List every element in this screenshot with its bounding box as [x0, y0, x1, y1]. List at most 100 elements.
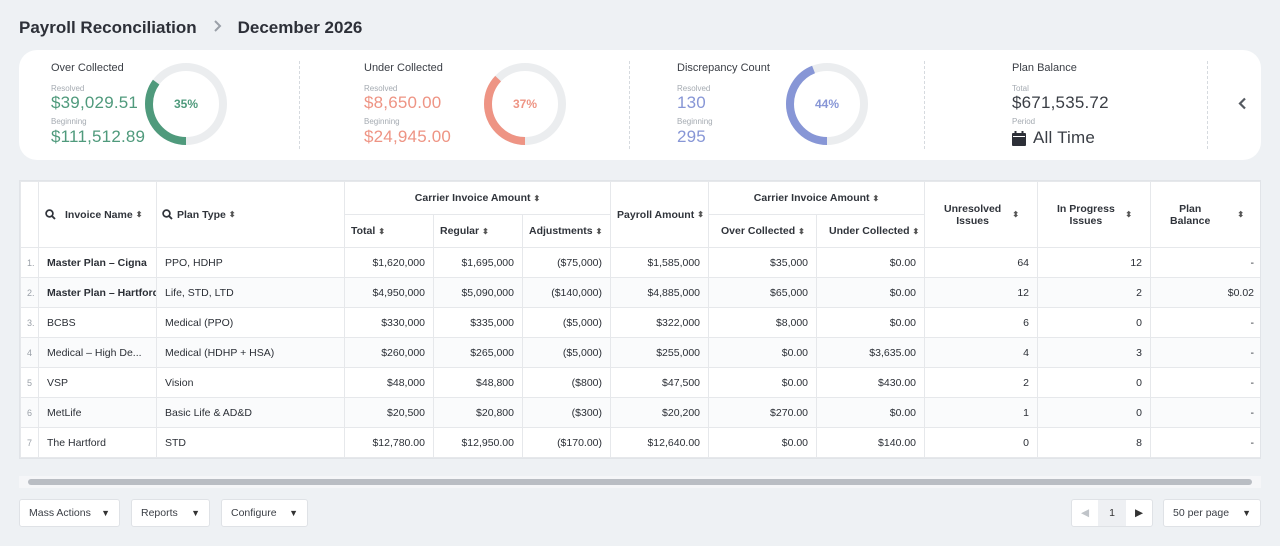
- column-header-regular[interactable]: Regular ⬍: [433, 214, 523, 248]
- search-icon[interactable]: [45, 209, 56, 220]
- cell-in-progress-issues: 3: [1037, 337, 1152, 368]
- kpi-over-collected[interactable]: Over Collected Resolved $39,029.51 Begin…: [51, 50, 291, 160]
- previous-page-icon[interactable]: ◀: [1080, 507, 1090, 519]
- column-header-invoice-name[interactable]: Invoice Name ⬍: [38, 181, 157, 248]
- per-page-select[interactable]: 50 per page ▼: [1163, 499, 1261, 527]
- table-row[interactable]: 4 Medical – High De... Medical (HDHP + HSA…: [20, 337, 1260, 368]
- cell-in-progress-issues: 12: [1037, 247, 1152, 278]
- column-header-index: [20, 181, 39, 248]
- cell-unresolved-issues: 6: [924, 307, 1039, 338]
- reconciliation-table: Invoice Name ⬍ Plan Type ⬍ Carr: [19, 180, 1261, 459]
- scrollbar-thumb[interactable]: [28, 479, 1252, 485]
- period-title: December 2026: [237, 18, 363, 37]
- column-group-carrier-invoice-amount[interactable]: Carrier Invoice Amount ⬍: [708, 181, 926, 215]
- cell-regular: $5,090,000: [433, 277, 523, 308]
- cell-invoice-name[interactable]: Master Plan – Cigna: [38, 247, 157, 278]
- divider: [1207, 61, 1208, 149]
- sort-icon[interactable]: ⬍: [135, 210, 143, 219]
- kpi-summary-card: Over Collected Resolved $39,029.51 Begin…: [19, 50, 1261, 160]
- divider: [299, 61, 300, 149]
- sort-icon[interactable]: ⬍: [1125, 210, 1133, 219]
- column-header-payroll-amount[interactable]: Payroll Amount ⬍: [610, 181, 710, 248]
- sort-icon[interactable]: ⬍: [482, 226, 489, 236]
- row-index: 7: [20, 427, 39, 458]
- divider: [924, 61, 925, 149]
- cell-invoice-name[interactable]: VSP: [38, 367, 157, 398]
- horizontal-scrollbar[interactable]: [19, 476, 1261, 488]
- kpi-resolved-value: $8,650.00: [364, 93, 442, 112]
- search-icon[interactable]: [162, 209, 173, 220]
- table-row[interactable]: 7 The Hartford STD $12,780.00 $12,950.00 ($17…: [20, 427, 1260, 458]
- cell-invoice-name[interactable]: The Hartford: [38, 427, 157, 458]
- sort-icon[interactable]: ⬍: [697, 210, 704, 219]
- row-index: 3.: [20, 307, 39, 338]
- page-number[interactable]: 1: [1098, 500, 1126, 526]
- column-header-under-collected[interactable]: Under Collected ⬍: [816, 214, 926, 248]
- kpi-plan-balance[interactable]: Plan Balance Total $671,535.72 Period Al…: [1012, 50, 1192, 160]
- kpi-under-collected[interactable]: Under Collected Resolved $8,650.00 Begin…: [364, 50, 604, 160]
- sort-icon[interactable]: ⬍: [533, 193, 541, 203]
- kpi-title: Discrepancy Count: [677, 62, 770, 74]
- kpi-beginning-value: 295: [677, 127, 706, 146]
- cell-unresolved-issues: 12: [924, 277, 1039, 308]
- sort-icon[interactable]: ⬍: [595, 226, 603, 236]
- cell-invoice-name[interactable]: BCBS: [38, 307, 157, 338]
- column-header-total[interactable]: Total ⬍: [344, 214, 434, 248]
- row-index: 2.: [20, 277, 39, 308]
- mass-actions-dropdown[interactable]: Mass Actions ▼: [19, 499, 120, 527]
- kpi-resolved-label: Resolved: [51, 84, 85, 93]
- breadcrumb: Payroll Reconciliation December 2026: [19, 16, 362, 40]
- cell-regular: $48,800: [433, 367, 523, 398]
- cell-total: $48,000: [344, 367, 434, 398]
- cell-invoice-name[interactable]: Medical – High De...: [38, 337, 157, 368]
- sort-icon[interactable]: ⬍: [1237, 210, 1245, 219]
- reports-dropdown[interactable]: Reports ▼: [131, 499, 210, 527]
- column-header-over-collected[interactable]: Over Collected ⬍: [708, 214, 818, 248]
- cell-adjustments: ($170.00): [521, 427, 612, 458]
- cell-adjustments: ($5,000): [521, 337, 612, 368]
- table-row[interactable]: 6 MetLife Basic Life & AD&D $20,500 $20,800(…: [20, 397, 1260, 428]
- cell-regular: $265,000: [433, 337, 523, 368]
- sort-icon[interactable]: ⬍: [912, 226, 920, 236]
- cell-payroll-amount: $12,640.00: [610, 427, 710, 458]
- cell-under-collected: $0.00: [816, 307, 926, 338]
- cell-total: $4,950,000: [344, 277, 434, 308]
- kpi-discrepancy-count[interactable]: Discrepancy Count Resolved 130 Beginning…: [677, 50, 907, 160]
- cell-adjustments: ($75,000): [521, 247, 612, 278]
- column-group-carrier-invoice-amount[interactable]: Carrier Invoice Amount ⬍: [343, 181, 612, 215]
- cell-invoice-name[interactable]: Master Plan – Hartford: [38, 277, 157, 308]
- cell-under-collected: $3,635.00: [816, 337, 926, 368]
- cell-adjustments: ($140,000): [521, 277, 612, 308]
- chevron-left-icon[interactable]: [1235, 95, 1249, 111]
- cell-under-collected: $0.00: [816, 397, 926, 428]
- cell-total: $20,500: [344, 397, 434, 428]
- table-row[interactable]: 5 VSP Vision $48,000 $48,800 ($800) $47,500 $0.…: [20, 367, 1260, 398]
- table-row[interactable]: 2. Master Plan – Hartford Life, STD, LTD $4…: [20, 277, 1260, 308]
- column-header-in-progress-issues[interactable]: In Progress Issues ⬍: [1037, 181, 1152, 248]
- column-header-unresolved-issues[interactable]: Unresolved Issues ⬍: [924, 181, 1039, 248]
- cell-plan-type: Life, STD, LTD: [156, 277, 345, 308]
- column-header-plan-balance[interactable]: Plan Balance ⬍: [1150, 181, 1260, 248]
- divider: [629, 61, 630, 149]
- kpi-resolved-value: 130: [677, 93, 706, 112]
- sort-icon[interactable]: ⬍: [1012, 210, 1020, 219]
- cell-over-collected: $0.00: [708, 367, 818, 398]
- cell-adjustments: ($800): [521, 367, 612, 398]
- sort-icon[interactable]: ⬍: [228, 210, 236, 219]
- pagination: ◀ 1 ▶: [1071, 499, 1153, 527]
- kpi-beginning-value: $24,945.00: [364, 127, 452, 146]
- table-row[interactable]: 3. BCBS Medical (PPO) $330,000 $335,000 ($5,0…: [20, 307, 1260, 338]
- sort-icon[interactable]: ⬍: [378, 226, 386, 236]
- sort-icon[interactable]: ⬍: [872, 193, 880, 203]
- cell-invoice-name[interactable]: MetLife: [38, 397, 157, 428]
- page-title[interactable]: Payroll Reconciliation: [19, 18, 197, 37]
- cell-payroll-amount: $322,000: [610, 307, 710, 338]
- sort-icon[interactable]: ⬍: [798, 226, 805, 236]
- column-header-adjustments[interactable]: Adjustments ⬍: [521, 214, 612, 248]
- configure-dropdown[interactable]: Configure ▼: [221, 499, 308, 527]
- next-page-icon[interactable]: ▶: [1134, 507, 1144, 519]
- kpi-beginning-label: Beginning: [51, 117, 87, 126]
- column-header-plan-type[interactable]: Plan Type ⬍: [156, 181, 345, 248]
- kpi-period[interactable]: All Time: [1012, 128, 1095, 148]
- table-row[interactable]: 1. Master Plan – Cigna PPO, HDHP $1,620,000…: [20, 247, 1260, 278]
